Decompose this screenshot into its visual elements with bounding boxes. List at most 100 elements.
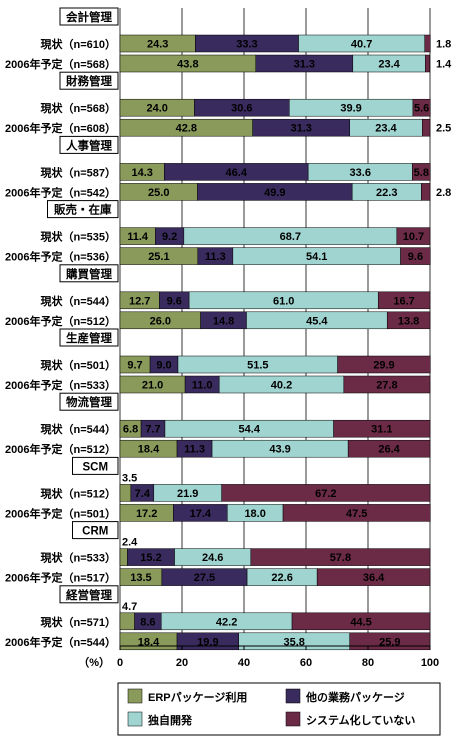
- x-tick-label: 20: [176, 657, 188, 669]
- data-label: 2.8: [436, 187, 451, 199]
- data-label: 35.8: [284, 636, 305, 648]
- data-label: 43.8: [177, 59, 198, 71]
- data-label: 18.4: [138, 636, 160, 648]
- data-label: 40.7: [351, 39, 372, 51]
- data-label: 49.9: [264, 187, 285, 199]
- data-label: 57.8: [330, 552, 351, 564]
- bar-segment: [119, 548, 128, 566]
- data-label: 45.4: [306, 315, 328, 327]
- bar-segment: [425, 54, 430, 73]
- data-label: 15.2: [140, 552, 161, 564]
- group-header: 経営管理: [66, 588, 112, 602]
- group-header: 生産管理: [66, 331, 112, 345]
- bar-segment: [400, 247, 431, 265]
- x-axis-label: （%）: [78, 656, 110, 669]
- x-tick-label: 60: [300, 657, 312, 669]
- data-label: 11.3: [184, 444, 205, 456]
- data-label: 54.4: [239, 424, 261, 436]
- row-label: 現状（n=533）: [41, 551, 117, 565]
- x-axis: 0 20 40 60 80 100 （%）: [78, 645, 439, 669]
- data-label: 2.4: [122, 537, 138, 549]
- bar-segment: [333, 419, 431, 438]
- data-label: 39.9: [340, 103, 361, 115]
- group-header: SCM: [82, 461, 108, 473]
- group-8: CRM 現状（n=533） 2.415.2 24.6 57.8 2006年予定（n=517…: [5, 521, 431, 586]
- data-label: 9.6: [408, 251, 423, 263]
- group-header-box: [59, 264, 119, 283]
- data-label: 47.5: [346, 508, 367, 520]
- group-header-box: [59, 585, 119, 604]
- legend-label: 独自開発: [147, 713, 193, 727]
- data-label: 1.4: [436, 59, 452, 71]
- bar-segment: [337, 355, 431, 374]
- data-label: 19.9: [197, 636, 218, 648]
- bar-segment: [386, 311, 431, 330]
- data-label: 11.0: [192, 380, 213, 392]
- data-label: 40.2: [271, 380, 292, 392]
- data-label: 9.7: [127, 360, 142, 372]
- bar-segment: [291, 612, 431, 631]
- data-label: 14.3: [131, 167, 152, 179]
- row-label: 2006年予定（n=536）: [5, 250, 116, 264]
- group-header: 購買管理: [65, 267, 112, 281]
- bar-segment: [422, 118, 431, 137]
- bar-segment: [119, 484, 132, 502]
- bar-segment: [282, 504, 431, 522]
- group-header-box: [59, 135, 119, 154]
- row-label: 現状（n=501）: [41, 358, 117, 372]
- row-label: 2006年予定（n=501）: [5, 506, 116, 520]
- group-header: CRM: [82, 526, 108, 538]
- data-label: 25.0: [148, 187, 169, 199]
- row-label: 現状（n=512）: [41, 486, 117, 500]
- row-label: 2006年予定（n=512）: [5, 314, 116, 328]
- bar-segment: [316, 568, 431, 586]
- data-label: 9.0: [156, 360, 171, 372]
- data-label: 8.6: [140, 616, 155, 628]
- data-label: 2.5: [436, 123, 451, 135]
- group-header-box: [59, 71, 119, 90]
- data-label: 36.4: [363, 572, 385, 584]
- row-label: 現状（n=544）: [41, 422, 117, 436]
- data-label: 23.4: [375, 123, 397, 135]
- row-label: 現状（n=571）: [41, 615, 117, 629]
- row-label: 現状（n=535）: [41, 230, 117, 244]
- legend-box: [117, 682, 441, 736]
- data-label: 51.5: [247, 360, 268, 372]
- group-header: 物流管理: [66, 395, 112, 409]
- row-label: 2006年予定（n=568）: [5, 57, 116, 71]
- data-label: 17.2: [136, 508, 157, 520]
- bar-segment: [421, 183, 431, 201]
- data-label: 25.1: [148, 251, 169, 263]
- x-tick-label: 0: [117, 657, 123, 669]
- legend-label: システム化していない: [306, 713, 415, 727]
- row-label: 現状（n=544）: [41, 294, 117, 308]
- data-label: 33.3: [236, 39, 257, 51]
- bar-segment: [343, 375, 431, 394]
- data-label: 9.6: [167, 295, 182, 307]
- data-label: 26.4: [378, 444, 400, 456]
- x-tick-label: 40: [238, 657, 250, 669]
- data-label: 68.7: [280, 231, 301, 243]
- data-label: 11.4: [127, 231, 149, 243]
- legend-swatch: [127, 711, 143, 727]
- row-label: 現状（n=610）: [41, 37, 117, 51]
- data-label: 11.3: [205, 251, 226, 263]
- data-label: 1.8: [436, 39, 451, 51]
- data-label: 22.3: [376, 187, 397, 199]
- x-tick-label: 80: [362, 657, 374, 669]
- data-label: 16.7: [393, 295, 414, 307]
- data-label: 31.3: [294, 59, 315, 71]
- row-label: 2006年予定（n=544）: [5, 635, 116, 649]
- data-label: 24.0: [146, 103, 167, 115]
- data-label: 42.2: [216, 616, 237, 628]
- group-header-box: [47, 200, 119, 219]
